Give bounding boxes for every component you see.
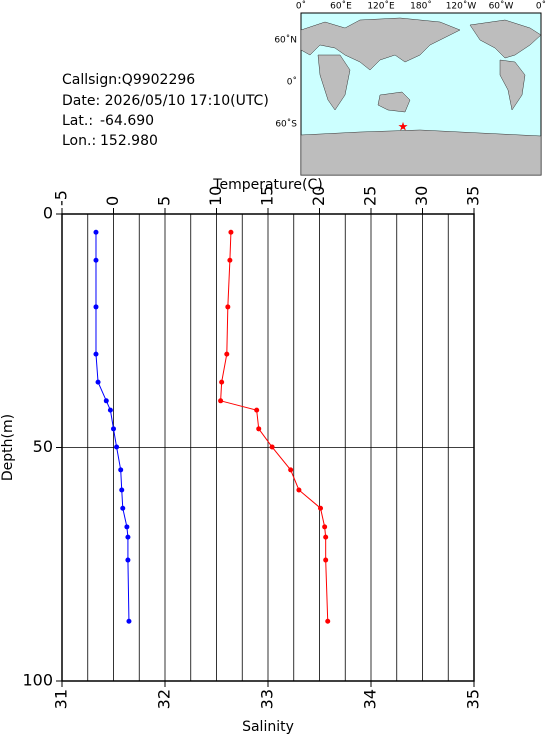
- map-lat-label: 60˚S: [275, 119, 297, 130]
- map-lon-label: 180˚: [410, 1, 432, 12]
- y-tick-label: 50: [33, 437, 53, 456]
- info-label: Lon.:: [62, 133, 96, 149]
- data-point: [323, 557, 329, 563]
- data-point: [296, 487, 302, 493]
- info-value: -64.690: [100, 113, 154, 129]
- data-point: [322, 524, 328, 530]
- data-point: [219, 379, 225, 385]
- profile-line: [95, 232, 130, 622]
- data-point: [256, 426, 262, 432]
- data-point: [228, 229, 234, 235]
- data-point: [93, 351, 99, 357]
- data-point: [95, 379, 101, 385]
- x-top-tick-label: 30: [412, 186, 431, 206]
- map-lon-label: 120˚W: [446, 1, 477, 12]
- data-point: [227, 257, 233, 263]
- data-point: [224, 351, 230, 357]
- map-float-marker: ★: [398, 119, 409, 133]
- x-top-tick-label: -5: [52, 190, 71, 206]
- data-point: [288, 467, 294, 473]
- data-point: [125, 557, 131, 563]
- x-top-axis-title: Temperature(C): [212, 177, 322, 193]
- data-point: [218, 398, 224, 404]
- profile-line: [220, 232, 329, 622]
- x-top-tick-label: 5: [155, 196, 174, 206]
- info-value: 152.980: [100, 133, 158, 149]
- map-lon-label: 60˚W: [489, 1, 514, 12]
- y-tick-label: 100: [22, 671, 53, 690]
- info-text: Date: 2026/05/10 17:10(UTC): [62, 93, 269, 109]
- data-point: [323, 534, 329, 540]
- x-top-tick-label: 25: [361, 186, 380, 206]
- data-point: [118, 467, 124, 473]
- map-lat-label: 60˚N: [274, 35, 297, 46]
- map-land: [300, 17, 542, 176]
- x-top-tick-label: 0: [103, 196, 122, 206]
- x-bottom-tick-label: 33: [258, 689, 277, 709]
- data-point: [124, 524, 130, 530]
- x-bottom-tick-label: 32: [155, 689, 174, 709]
- data-point: [103, 398, 109, 404]
- data-point: [318, 505, 324, 511]
- x-bottom-axis-title: Salinity: [242, 719, 294, 735]
- data-point: [93, 257, 99, 263]
- x-bottom-tick-label: 34: [361, 689, 380, 709]
- map-lon-label: 60˚E: [330, 1, 352, 12]
- data-point: [269, 444, 275, 450]
- x-top-tick-label: 15: [258, 186, 277, 206]
- data-point: [120, 505, 126, 511]
- y-tick-label: 0: [43, 204, 53, 223]
- x-bottom-tick-label: 35: [464, 689, 483, 709]
- map-lon-label: 0˚: [296, 1, 306, 12]
- data-point: [254, 407, 260, 413]
- data-point: [114, 444, 120, 450]
- map-lat-label: 0˚: [287, 77, 297, 88]
- data-point: [126, 618, 132, 624]
- map-lon-label: 0˚: [536, 1, 546, 12]
- info-text: Callsign:Q9902296: [62, 72, 195, 88]
- data-point: [93, 304, 99, 310]
- y-axis-title: Depth(m): [0, 414, 16, 481]
- data-point: [111, 426, 116, 432]
- x-bottom-tick-label: 31: [52, 689, 71, 709]
- info-label: Lat.:: [62, 113, 93, 129]
- data-point: [119, 487, 125, 493]
- x-top-tick-label: 35: [464, 186, 483, 206]
- map-lon-label: 120˚E: [367, 1, 395, 12]
- x-top-tick-label: 20: [309, 186, 328, 206]
- data-point: [225, 304, 231, 310]
- x-top-tick-label: 10: [206, 186, 225, 206]
- data-point: [125, 534, 131, 540]
- data-point: [325, 618, 331, 624]
- data-point: [93, 229, 99, 235]
- data-point: [107, 407, 113, 413]
- map: ★: [300, 12, 542, 176]
